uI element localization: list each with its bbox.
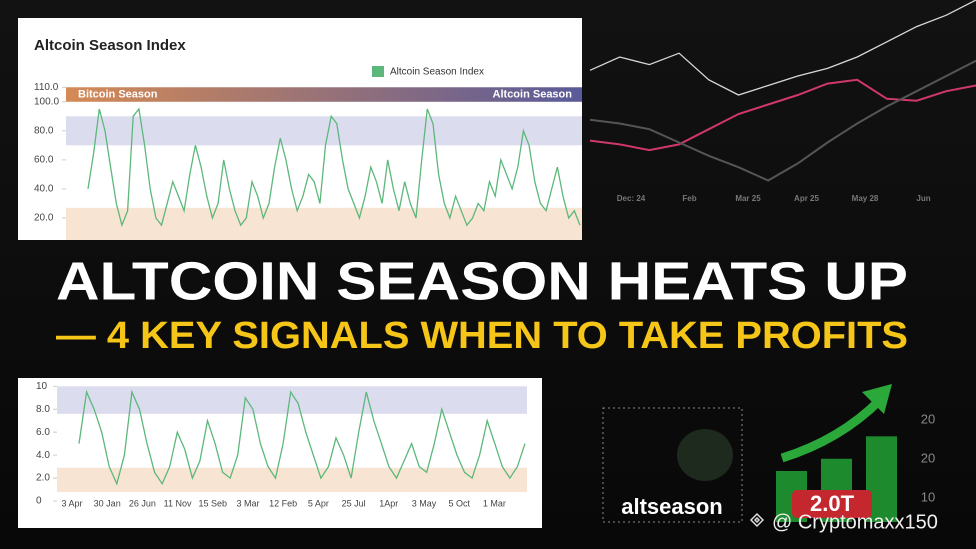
x-tick-label: 12 Feb xyxy=(269,498,297,508)
x-tick-label: 26 Jun xyxy=(129,498,156,508)
bottom-chart: 10 8.0 6.0 4.0 2.0 0 3 Apr 30 Jan 26 Jun 11 Nov 15… xyxy=(36,381,527,508)
y-tick-label: 110.0 xyxy=(34,82,59,93)
blur-shape xyxy=(677,429,733,481)
x-tick-label: 5 Apr xyxy=(308,498,329,508)
x-tick-label: 25 Jul xyxy=(342,498,366,508)
x-tick-label: Jun xyxy=(916,194,930,203)
dotted-box xyxy=(602,407,743,523)
x-tick-label: 3 Mar xyxy=(236,498,259,508)
lower-band xyxy=(66,207,582,240)
background-line xyxy=(589,59,976,182)
y-tick-label: 0 xyxy=(36,496,42,507)
upper-band xyxy=(66,116,582,146)
badge-text: 2.0T xyxy=(810,491,855,516)
x-tick-label: Mar 25 xyxy=(735,194,761,203)
top-chart: Bitcoin Season Altcoin Season Altcoin Seas… xyxy=(34,37,582,240)
y-tick-label: 100.0 xyxy=(34,96,59,107)
x-tick-label: Dec: 24 xyxy=(617,194,646,203)
x-tick-label: 3 May xyxy=(412,498,437,508)
x-tick-label: 5 Oct xyxy=(448,498,470,508)
x-tick-label: May 28 xyxy=(852,194,879,203)
y-tick-label: 4.0 xyxy=(36,450,50,461)
badge xyxy=(792,490,872,518)
y-tick-label: 40.0 xyxy=(34,184,54,195)
y-tick-label: 60.0 xyxy=(34,155,54,166)
lower-band xyxy=(57,467,527,492)
y-tick-label: 80.0 xyxy=(34,125,54,136)
legend-label: Altcoin Season Index xyxy=(390,67,484,78)
index-line xyxy=(87,107,581,228)
arrow-head xyxy=(862,384,892,414)
y-tick-label: 10 xyxy=(36,381,48,392)
x-tick-label: Feb xyxy=(682,194,696,203)
x-tick-label: Apr 25 xyxy=(794,194,819,203)
background-line xyxy=(589,0,976,96)
axis-label: 20 xyxy=(921,450,935,465)
x-tick-label: 15 Seb xyxy=(199,498,228,508)
subheadline: — 4 KEY SIGNALS WHEN TO TAKE PROFITS xyxy=(56,315,908,357)
x-tick-label: 11 Nov xyxy=(164,498,192,508)
chart-title: Altcoin Season Index xyxy=(34,37,186,54)
x-tick-label: 1Apr xyxy=(379,498,398,508)
axis-label: 20 xyxy=(921,411,935,426)
x-tick-label: 1 Mar xyxy=(483,498,506,508)
background-line xyxy=(589,78,976,152)
watermark: @ Cryptomaxx150 xyxy=(772,511,938,533)
x-tick-label: 30 Jan xyxy=(94,498,121,508)
y-tick-label: 20.0 xyxy=(34,213,54,224)
y-tick-label: 6.0 xyxy=(36,427,50,438)
header-band xyxy=(66,87,582,102)
band-label: Altcoin Season xyxy=(493,88,573,100)
dark-chart: Dec: 24 Feb Mar 25 Apr 25 May 28 Jun xyxy=(589,0,976,203)
index-line xyxy=(78,389,526,486)
arrow-shaft xyxy=(780,396,884,463)
band-label: Bitcoin Season xyxy=(78,88,158,100)
axis-label: 10 xyxy=(921,489,935,504)
y-tick-label: 2.0 xyxy=(36,473,50,484)
headline: ALTCOIN SEASON HEATS UP xyxy=(56,251,908,311)
altseason-label: altseason xyxy=(621,494,723,519)
y-tick-label: 8.0 xyxy=(36,404,50,415)
watermark-icon xyxy=(749,512,765,528)
legend-swatch xyxy=(372,66,384,77)
upper-band xyxy=(57,386,527,414)
x-tick-label: 3 Apr xyxy=(61,498,82,508)
